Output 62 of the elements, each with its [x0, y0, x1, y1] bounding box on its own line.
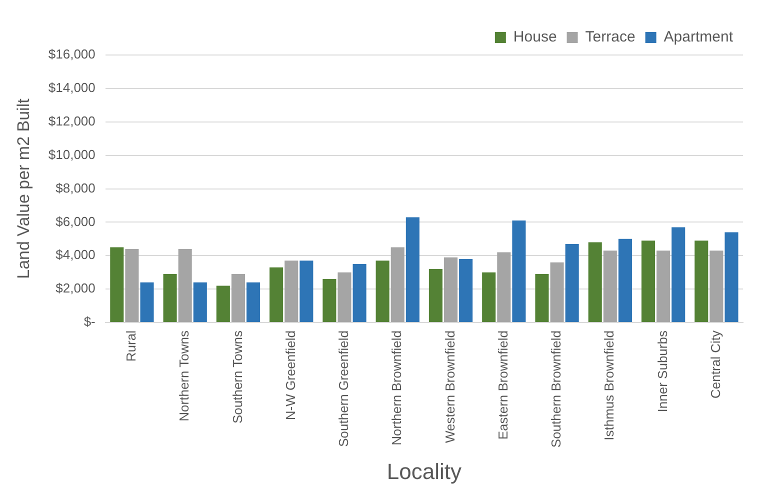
legend-label: House — [513, 28, 557, 46]
x-tick-label: Western Brownfield — [442, 330, 458, 444]
bar — [231, 274, 245, 322]
bar — [193, 282, 207, 322]
bar — [163, 274, 177, 322]
y-tick-label: $10,000 — [48, 146, 96, 162]
bar — [125, 248, 139, 322]
bar — [641, 240, 656, 322]
y-tick-label: $14,000 — [48, 80, 96, 96]
bar — [550, 262, 564, 322]
x-axis-title: Locality — [386, 458, 462, 484]
bar — [482, 272, 496, 322]
bar — [565, 244, 579, 322]
legend-label: Terrace — [585, 28, 636, 46]
bar — [178, 248, 192, 322]
bar — [710, 250, 724, 322]
x-tick-label: Southern Greenfield — [336, 330, 352, 447]
bar — [352, 264, 366, 322]
bar — [512, 220, 526, 322]
legend-label: Apartment — [664, 28, 734, 46]
bar — [618, 238, 632, 322]
x-tick-label: Northern Brownfield — [389, 330, 404, 446]
bar — [376, 260, 390, 322]
x-tick-label: Southern Towns — [230, 330, 245, 424]
x-tick-label: Rural — [124, 330, 139, 362]
y-axis-title: Land Value per m2 Built — [14, 98, 33, 279]
bar — [216, 286, 230, 322]
y-tick-label: $12,000 — [48, 113, 96, 128]
bar — [300, 260, 314, 322]
bar — [444, 257, 458, 322]
bar — [459, 258, 473, 322]
bar — [588, 242, 602, 322]
bar — [270, 267, 284, 322]
bar — [338, 272, 352, 322]
bar — [497, 252, 511, 322]
y-tick-label: $8,000 — [56, 180, 96, 196]
y-tick-label: $4,000 — [56, 247, 96, 262]
bar — [284, 260, 298, 322]
bar — [110, 247, 124, 322]
bar — [428, 269, 442, 322]
bar — [603, 250, 617, 322]
x-tick-label: Isthmus Brownfield — [602, 330, 617, 440]
bar — [672, 227, 686, 322]
x-tick-label: Inner Suburbs — [654, 330, 670, 412]
bar — [724, 232, 738, 322]
bar — [694, 240, 708, 322]
bar — [406, 217, 420, 322]
bar — [322, 279, 336, 322]
x-tick-label: Central City — [708, 330, 724, 398]
y-tick-label: $- — [84, 314, 96, 330]
x-tick-label: Eastern Brownfield — [495, 330, 510, 440]
y-tick-label: $6,000 — [56, 214, 96, 229]
bar — [390, 247, 404, 322]
bar — [140, 282, 154, 322]
y-tick-label: $16,000 — [48, 46, 96, 62]
x-tick-label: N-W Greenfield — [282, 330, 298, 420]
bar — [535, 274, 549, 322]
x-tick-label: Northern Towns — [176, 330, 192, 422]
y-tick-label: $2,000 — [56, 280, 96, 296]
bar — [246, 282, 260, 322]
x-tick-label: Southern Brownfield — [548, 330, 564, 448]
bar — [656, 250, 670, 322]
